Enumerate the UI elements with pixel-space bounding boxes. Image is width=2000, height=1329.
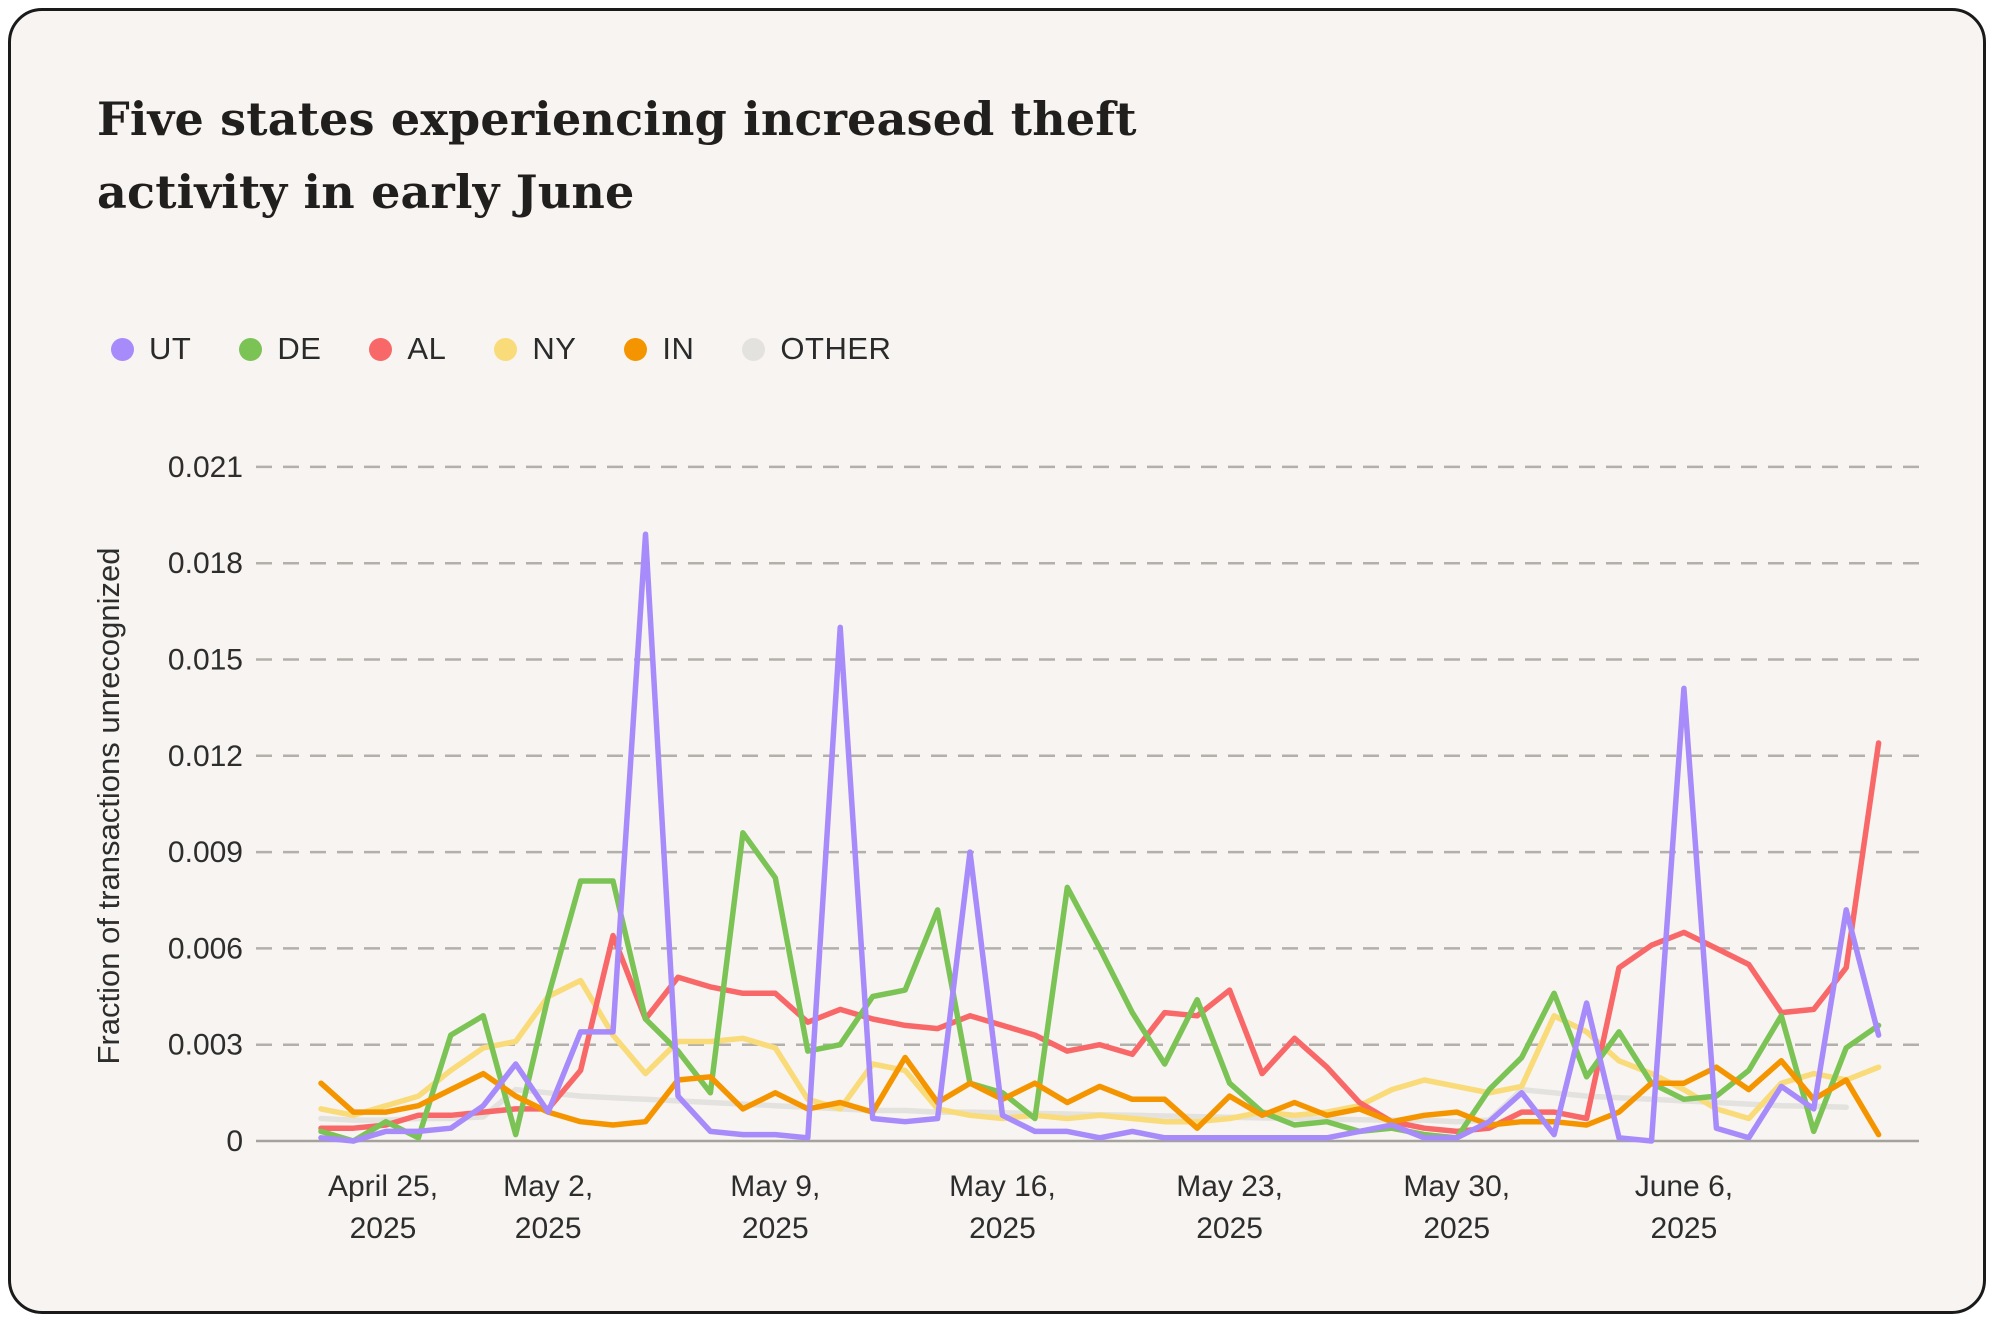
series-line-AL: [318, 740, 1882, 1135]
y-axis-title: Fraction of transactions unrecognized: [91, 548, 126, 1065]
legend-dot-icon: [624, 337, 648, 361]
x-tick-label: 2025: [1651, 1212, 1718, 1245]
legend-dot-icon: [494, 337, 518, 361]
y-tick-label: 0.018: [168, 547, 243, 580]
x-tick-label: April 25,: [328, 1170, 438, 1203]
y-tick-label: 0.003: [168, 1029, 243, 1062]
x-tick-label: June 6,: [1635, 1170, 1733, 1203]
legend: UT DE AL NY IN OTHER: [111, 331, 939, 367]
legend-label: IN: [662, 331, 695, 366]
x-tick-label: 2025: [742, 1212, 809, 1245]
x-tick-label: May 23,: [1176, 1170, 1283, 1203]
legend-item-OTHER[interactable]: OTHER: [742, 331, 891, 367]
legend-label: OTHER: [780, 331, 892, 366]
legend-dot-icon: [111, 337, 134, 361]
series-line-DE: [318, 830, 1882, 1144]
chart-title: Five states experiencing increased theft…: [97, 92, 1137, 219]
x-tick-label: 2025: [1196, 1212, 1263, 1245]
y-tick-label: 0.012: [168, 740, 243, 773]
x-tick-label: 2025: [1423, 1212, 1490, 1245]
legend-label: AL: [407, 331, 447, 366]
legend-item-NY[interactable]: NY: [494, 331, 576, 367]
line-chart: 0 0.003 0.006 0.009 0.012 0.015 0.018 0.021 Apri…: [91, 451, 1919, 1245]
legend-dot-icon: [369, 337, 393, 361]
x-tick-label: 2025: [969, 1212, 1036, 1245]
legend-item-DE[interactable]: DE: [239, 331, 321, 367]
legend-item-AL[interactable]: AL: [369, 331, 446, 367]
legend-item-UT[interactable]: UT: [111, 331, 191, 367]
y-tick-label: 0.015: [168, 644, 243, 677]
legend-label: DE: [277, 331, 322, 366]
y-tick-label: 0: [226, 1125, 243, 1158]
legend-dot-icon: [742, 337, 766, 361]
chart-card: Five states experiencing increased theft…: [8, 8, 1986, 1314]
legend-label: UT: [149, 331, 192, 366]
x-tick-label: 2025: [350, 1212, 417, 1245]
series-line-IN: [318, 1054, 1882, 1138]
x-tick-label: May 16,: [949, 1170, 1056, 1203]
y-tick-label: 0.021: [168, 451, 243, 484]
x-tick-label: May 2,: [503, 1170, 593, 1203]
legend-label: NY: [532, 331, 577, 366]
y-tick-label: 0.009: [168, 836, 243, 869]
y-tick-label: 0.006: [168, 932, 243, 965]
series-line-NY: [318, 977, 1882, 1125]
legend-item-IN[interactable]: IN: [624, 331, 694, 367]
x-tick-label: May 30,: [1403, 1170, 1510, 1203]
x-tick-label: 2025: [515, 1212, 582, 1245]
legend-dot-icon: [239, 337, 263, 361]
series-line-UT: [318, 531, 1882, 1144]
x-tick-label: May 9,: [730, 1170, 820, 1203]
